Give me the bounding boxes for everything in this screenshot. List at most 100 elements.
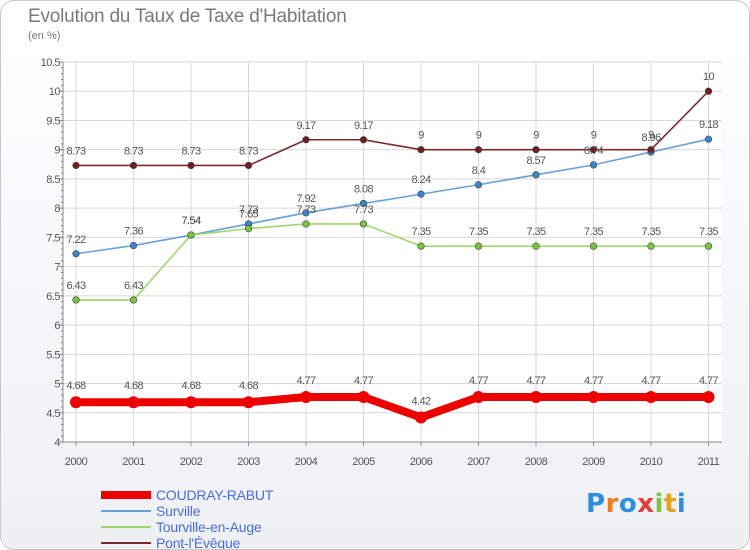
x-tick-label: 2005 <box>352 456 375 468</box>
data-point <box>532 146 540 154</box>
data-label-layer: 8.73 8.73 8.73 8.73 9.17 9.17 9 9 9 9 9 10 7.22 7.36 7… <box>66 71 719 407</box>
logo-letter: i <box>676 489 687 519</box>
data-point <box>704 135 713 143</box>
data-label: 7.65 <box>239 209 258 221</box>
data-label: 7.92 <box>296 193 315 205</box>
data-label: 8.08 <box>354 183 373 195</box>
data-point <box>129 161 138 170</box>
data-label: 4.77 <box>354 375 373 387</box>
data-label: 4.77 <box>526 375 545 387</box>
data-point <box>474 242 483 250</box>
y-tick-label: 6.5 <box>46 291 60 303</box>
x-tick-label: 2006 <box>410 456 433 468</box>
data-label: 6.43 <box>66 280 85 292</box>
y-tick-label: 10 <box>49 86 61 98</box>
data-point <box>72 250 80 258</box>
data-label: 9.17 <box>354 120 373 132</box>
data-point <box>417 242 425 250</box>
data-point <box>474 181 483 189</box>
x-tick-label: 2011 <box>698 456 720 468</box>
data-point <box>702 390 715 403</box>
data-point <box>704 242 713 250</box>
data-point <box>129 296 138 304</box>
data-point <box>474 146 483 154</box>
data-label: 8.24 <box>411 174 430 186</box>
data-label: 10 <box>703 71 715 83</box>
legend-swatch <box>101 526 151 528</box>
data-point <box>129 241 138 250</box>
grid-layer <box>63 61 722 443</box>
data-label: 8.4 <box>472 165 486 177</box>
y-tick-label: 8.5 <box>46 174 60 186</box>
x-tick-label: 2010 <box>640 456 663 468</box>
legend-item: Tourville-en-Auge <box>101 519 273 535</box>
data-point <box>300 390 312 403</box>
x-tick-label: 2009 <box>582 456 605 468</box>
legend-swatch <box>101 491 151 499</box>
data-point <box>587 390 600 403</box>
series-line-0 <box>72 392 713 422</box>
data-label: 4.77 <box>699 375 718 387</box>
data-label: 8.73 <box>124 145 143 157</box>
logo-letter: i <box>654 489 664 519</box>
data-label: 8.73 <box>239 145 258 157</box>
legend-swatch <box>101 542 151 544</box>
data-label: 9.18 <box>699 119 718 131</box>
data-label: 7.35 <box>584 226 603 238</box>
data-point <box>647 146 655 154</box>
data-point <box>589 242 598 250</box>
data-label: 7.22 <box>66 234 85 246</box>
data-point <box>127 396 140 409</box>
data-label: 7.54 <box>181 215 200 227</box>
y-tick-label: 9 <box>54 145 60 157</box>
data-label: 8.73 <box>66 145 85 157</box>
data-point <box>532 171 540 179</box>
data-label: 7.73 <box>296 204 315 216</box>
series-line-1 <box>75 138 710 255</box>
data-label: 9 <box>476 130 482 142</box>
data-label: 4.68 <box>66 380 85 392</box>
axis-layer: 4 4.5 5 5.5 6 6.5 7 7.5 8 8.5 9 9.5 10 10.5 2000 2001 20… <box>41 57 722 468</box>
data-label: 8.57 <box>526 155 545 167</box>
data-label: 7.36 <box>124 226 143 238</box>
logo-letter: r <box>605 489 619 519</box>
data-label: 4.68 <box>181 380 200 392</box>
data-label: 6.43 <box>124 280 143 292</box>
data-label: 7.35 <box>699 226 718 238</box>
data-point <box>187 231 195 239</box>
data-label: 9 <box>533 130 539 142</box>
data-point <box>242 396 255 409</box>
logo-letter: t <box>663 489 677 519</box>
data-point <box>359 199 368 208</box>
y-tick-label: 4 <box>54 437 60 449</box>
y-tick-label: 8 <box>54 203 60 215</box>
y-tick-label: 10.5 <box>41 57 61 69</box>
data-point <box>417 146 425 154</box>
data-point <box>645 390 657 403</box>
data-point <box>532 242 540 250</box>
data-label: 8.74 <box>584 145 603 157</box>
data-label: 4.77 <box>296 375 315 387</box>
legend-label: COUDRAY-RABUT <box>156 487 274 503</box>
data-label: 9 <box>648 130 654 142</box>
chart-unit-label: (en %) <box>28 30 61 42</box>
data-label: 7.54 <box>181 215 200 227</box>
y-tick-label: 7 <box>54 262 60 274</box>
data-point <box>417 190 425 198</box>
legend-item: Pont-l'Évêque <box>101 535 273 550</box>
data-point <box>589 146 598 154</box>
data-point <box>415 411 427 424</box>
series-line-3 <box>75 90 710 167</box>
legend-item: Surville <box>101 503 273 519</box>
proxiti-logo: Proxiti <box>586 489 686 519</box>
data-label: 4.77 <box>641 375 660 387</box>
y-tick-label: 7.5 <box>46 232 60 244</box>
data-point <box>244 225 253 233</box>
y-tick-label: 4.5 <box>46 408 60 420</box>
data-label: 7.35 <box>526 226 545 238</box>
data-point <box>187 161 195 170</box>
data-point <box>472 390 485 403</box>
legend-label: Pont-l'Évêque <box>156 535 241 550</box>
